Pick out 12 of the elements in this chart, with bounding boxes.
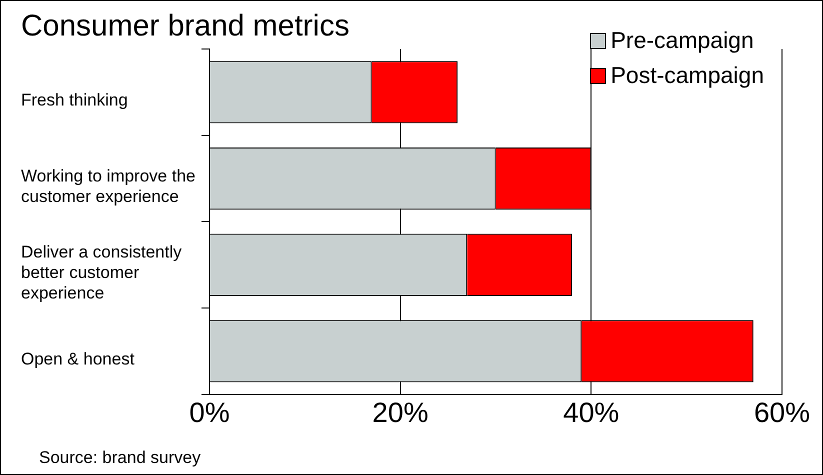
y-tick-label: Fresh thinking xyxy=(21,90,128,110)
x-tick-label: 20% xyxy=(372,396,428,428)
x-tick-label: 40% xyxy=(563,396,620,428)
legend-label: Pre-campaign xyxy=(610,27,754,54)
y-tick-label: Deliver a consistently better customer experience xyxy=(21,242,182,302)
source-note: Source: brand survey xyxy=(39,448,201,468)
y-tick-label: Working to improve the customer experience xyxy=(21,166,196,206)
legend-label: Post-campaign xyxy=(610,62,764,89)
chart-title: Consumer brand metrics xyxy=(21,9,350,42)
y-tick-label: Open & honest xyxy=(21,349,135,368)
x-tick-label: 0% xyxy=(189,396,230,428)
x-tick-label: 60% xyxy=(754,396,810,428)
